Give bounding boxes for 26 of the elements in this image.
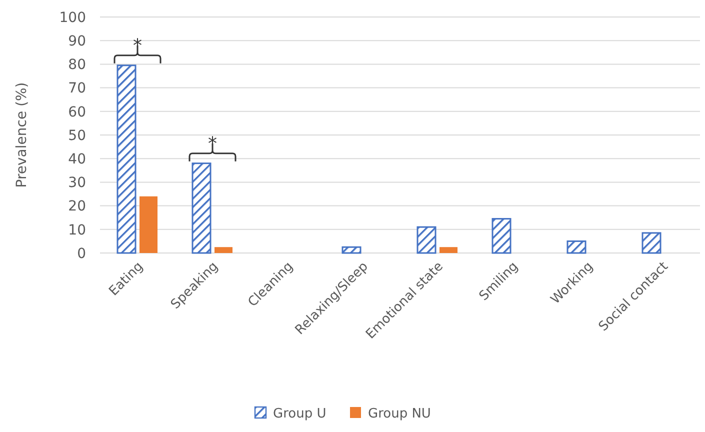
bar [416, 226, 436, 254]
bar [642, 232, 662, 254]
legend-label: Group NU [368, 406, 431, 422]
bar [566, 240, 586, 254]
y-tick-label: 0 [77, 246, 86, 262]
y-tick-label: 60 [68, 104, 86, 120]
bar [192, 162, 212, 254]
bar [342, 246, 362, 254]
bar [140, 196, 158, 253]
y-tick-label: 70 [68, 80, 86, 97]
y-tick-label: 10 [68, 222, 86, 238]
bar [440, 247, 458, 253]
legend-label: Group U [273, 406, 326, 422]
bar [116, 64, 136, 254]
y-tick-label: 30 [68, 175, 86, 192]
bar [214, 247, 232, 253]
annotation: * [208, 133, 217, 154]
annotation: * [133, 35, 142, 56]
y-tick-label: 20 [68, 198, 86, 215]
y-axis-title: Prevalence (%) [14, 82, 30, 188]
bar [492, 218, 512, 254]
y-tick-label: 100 [59, 10, 86, 26]
y-tick-label: 40 [68, 152, 86, 168]
y-tick-label: 50 [68, 128, 86, 144]
y-tick-label: 80 [68, 57, 86, 74]
y-tick-label: 90 [68, 34, 86, 50]
